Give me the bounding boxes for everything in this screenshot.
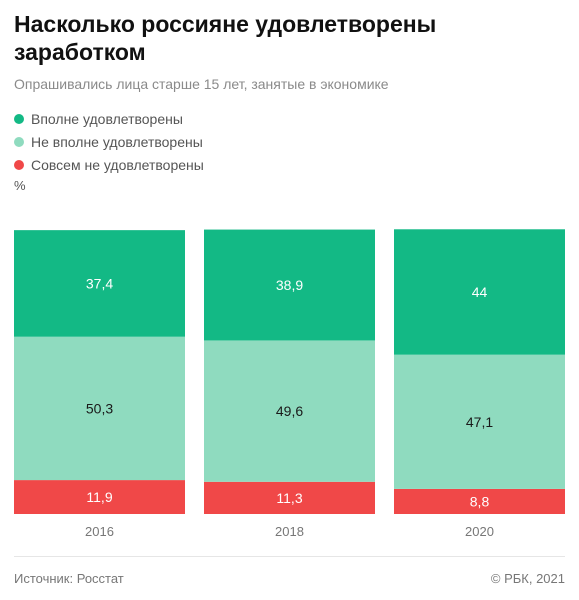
legend-swatch-fully-satisfied [14, 113, 24, 124]
x-tick-label-2018: 2018 [275, 524, 304, 539]
data-label-2018-0: 11,3 [276, 490, 302, 506]
data-label-2018-1: 49,6 [276, 403, 303, 419]
legend-label-partly-satisfied: Не вполне удовлетворены [31, 133, 203, 150]
bar-segment-2018-0 [204, 481, 375, 514]
data-label-2018-2: 38,9 [276, 277, 303, 293]
chart-subtitle: Опрашивались лица старше 15 лет, занятые… [14, 76, 389, 92]
footer-divider [14, 556, 565, 557]
legend-item-not-satisfied: Совсем не удовлетворены [14, 153, 204, 176]
source-note: Источник: Росстат [14, 571, 124, 586]
copyright-note: © РБК, 2021 [490, 571, 565, 586]
unit-label: % [14, 178, 26, 193]
legend-item-partly-satisfied: Не вполне удовлетворены [14, 130, 204, 153]
legend-label-not-satisfied: Совсем не удовлетворены [31, 156, 204, 173]
bar-segment-2018-2 [204, 229, 375, 341]
bar-segment-2016-1 [14, 336, 185, 481]
data-label-2020-1: 47,1 [466, 414, 493, 430]
x-tick-label-2016: 2016 [85, 524, 114, 539]
chart-title: Насколько россияне удовлетворены заработ… [14, 11, 437, 65]
data-label-2016-0: 11,9 [86, 489, 112, 505]
legend-label-fully-satisfied: Вполне удовлетворены [31, 110, 183, 127]
data-label-2020-0: 8,8 [470, 493, 490, 509]
bar-segment-2020-1 [394, 354, 565, 489]
legend: Вполне удовлетворены Не вполне удовлетво… [14, 107, 204, 176]
legend-swatch-partly-satisfied [14, 136, 24, 147]
bar-segment-2020-0 [394, 488, 565, 514]
bar-segment-2018-1 [204, 340, 375, 482]
data-label-2016-2: 37,4 [86, 275, 113, 291]
legend-item-fully-satisfied: Вполне удовлетворены [14, 107, 204, 130]
data-label-2016-1: 50,3 [86, 400, 113, 416]
data-label-2020-2: 44 [472, 284, 488, 300]
legend-swatch-not-satisfied [14, 159, 24, 170]
x-tick-label-2020: 2020 [465, 524, 494, 539]
bar-segment-2016-0 [14, 480, 185, 514]
bar-segment-2016-2 [14, 230, 185, 337]
bar-segment-2020-2 [394, 229, 565, 355]
